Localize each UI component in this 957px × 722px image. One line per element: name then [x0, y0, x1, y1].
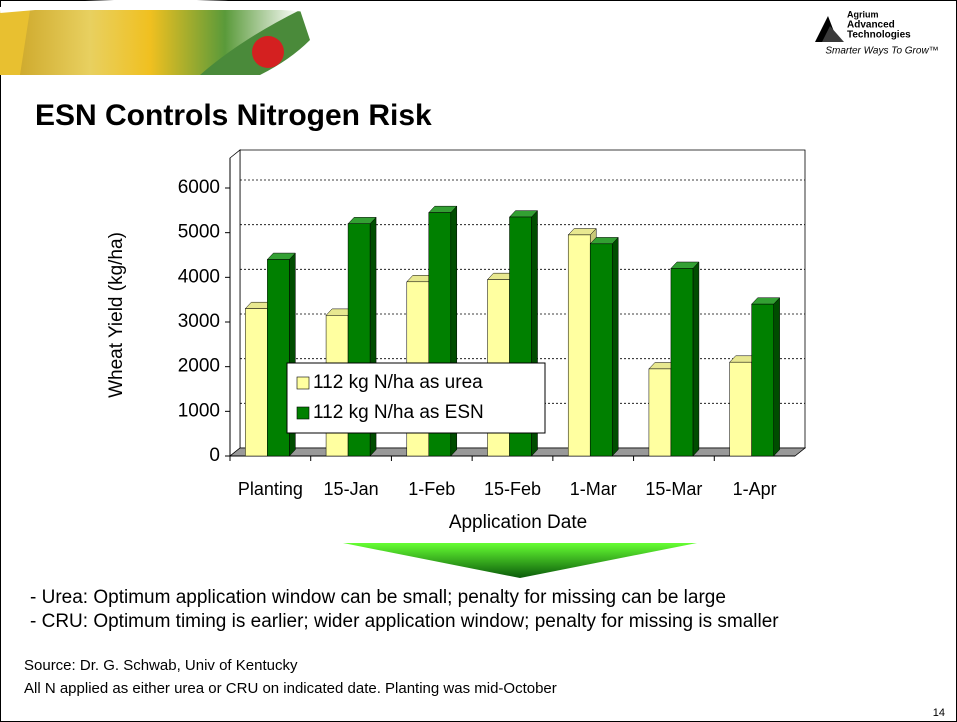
logo-name: Agrium [847, 9, 879, 19]
logo-mark [822, 26, 844, 42]
page-number: 14 [933, 707, 945, 719]
side-wall [229, 149, 241, 457]
chart: 0 1000 2000 3000 4000 5000 6000 Planting 15-Jan 1… [106, 149, 807, 533]
x-tick-label: 1-Apr [733, 479, 777, 499]
y-tick-label: 2000 [178, 356, 220, 377]
x-tick-label: 15-Jan [324, 479, 379, 499]
x-tick-label: 1-Mar [570, 479, 617, 499]
bar-side [773, 297, 780, 457]
y-tick-label: 1000 [178, 400, 220, 421]
banner [0, 0, 321, 75]
bar [567, 234, 591, 457]
chart-title: ESN Controls Nitrogen Risk [35, 99, 432, 132]
legend-swatch [296, 376, 310, 390]
bullet: - Urea: Optimum application window can b… [30, 587, 726, 608]
x-tick-label: 1-Feb [408, 479, 455, 499]
legend-swatch [296, 406, 310, 420]
bar [589, 243, 613, 457]
logo-tagline: Smarter Ways To Grow™ [825, 46, 938, 57]
y-tick-label: 5000 [178, 222, 220, 243]
bar-side [692, 261, 700, 457]
y-tick-label: 3000 [178, 311, 220, 332]
bullet: - CRU: Optimum timing is earlier; wider … [30, 611, 779, 632]
y-tick-label: 4000 [178, 266, 220, 287]
source: Source: Dr. G. Schwab, Univ of Kentucky [24, 657, 298, 674]
corn [0, 10, 30, 75]
x-axis-title: Application Date [449, 512, 587, 533]
y-tick-label: 6000 [178, 177, 220, 198]
logo: Agrium Advanced Technologies Smarter Way… [815, 9, 939, 57]
bar [648, 368, 672, 457]
strawberry [252, 36, 284, 68]
x-tick-label: 15-Feb [484, 479, 541, 499]
x-tick-label: Planting [238, 479, 303, 499]
bar [751, 303, 774, 457]
legend-label: 112 kg N/ha as ESN [313, 402, 484, 423]
y-tick-label: 0 [209, 445, 220, 466]
x-tick-label: 15-Mar [645, 479, 702, 499]
bar [245, 308, 268, 457]
legend-label: 112 kg N/ha as urea [313, 372, 483, 393]
down-arrow [343, 543, 697, 578]
y-axis-title: Wheat Yield (kg/ha) [106, 232, 127, 398]
bar [267, 259, 290, 457]
bar [729, 361, 752, 457]
banner-edge [0, 0, 321, 13]
logo-name: Technologies [847, 30, 911, 41]
logo-name: Advanced [847, 20, 895, 31]
legend [286, 362, 546, 434]
bar-side [611, 236, 619, 457]
source: All N applied as either urea or CRU on i… [24, 680, 557, 697]
bar [670, 268, 694, 457]
